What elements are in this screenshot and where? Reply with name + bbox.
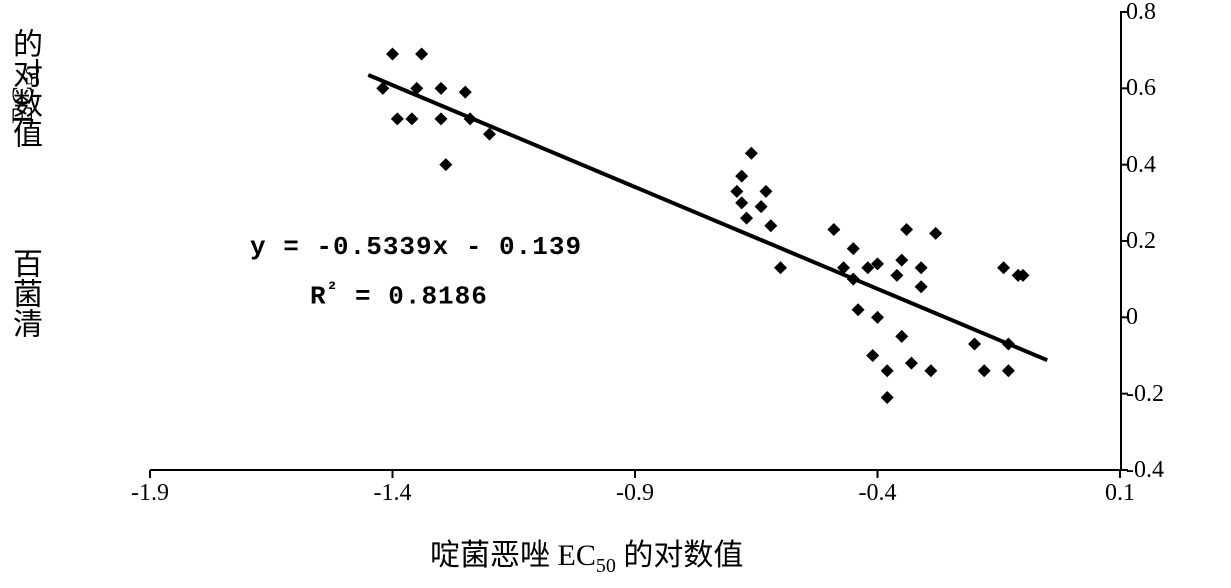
x-tick-label: -1.4 bbox=[363, 480, 423, 507]
data-point bbox=[735, 196, 748, 209]
data-point bbox=[435, 112, 448, 125]
data-point bbox=[847, 242, 860, 255]
data-point bbox=[915, 261, 928, 274]
data-point bbox=[881, 364, 894, 377]
x-tick-label: -0.9 bbox=[605, 480, 665, 507]
x-tick-label: 0.1 bbox=[1090, 480, 1150, 507]
y-tick-label: -0.2 bbox=[1126, 382, 1186, 406]
data-point bbox=[924, 364, 937, 377]
data-point bbox=[997, 261, 1010, 274]
data-point bbox=[459, 86, 472, 99]
data-point bbox=[745, 147, 758, 160]
data-point bbox=[895, 254, 908, 267]
data-point bbox=[900, 223, 913, 236]
data-point bbox=[405, 112, 418, 125]
data-point bbox=[827, 223, 840, 236]
regression-r: R² = 0.8186 bbox=[310, 280, 488, 312]
y-tick-label: 0.8 bbox=[1126, 0, 1186, 24]
data-point bbox=[740, 212, 753, 225]
data-point bbox=[890, 269, 903, 282]
data-point bbox=[759, 185, 772, 198]
x-tick-label: -0.4 bbox=[848, 480, 908, 507]
data-point bbox=[391, 112, 404, 125]
x-axis-label: 啶菌恶唑 EC50 的对数值 bbox=[430, 530, 743, 578]
data-point bbox=[435, 82, 448, 95]
scatter-chart: -1.9-1.4-0.9-0.40.1 -0.4-0.200.20.40.60.… bbox=[0, 0, 1231, 588]
y-tick-label: -0.4 bbox=[1126, 458, 1186, 482]
data-point bbox=[386, 47, 399, 60]
data-point bbox=[774, 261, 787, 274]
y-axis-label-part1: 百菌清 bbox=[6, 248, 40, 338]
data-point bbox=[915, 280, 928, 293]
data-point bbox=[439, 158, 452, 171]
data-point bbox=[968, 338, 981, 351]
data-point bbox=[929, 227, 942, 240]
regression-equation: y = -0.5339x - 0.139 bbox=[250, 232, 582, 262]
data-point bbox=[852, 303, 865, 316]
data-point bbox=[415, 47, 428, 60]
data-point bbox=[881, 391, 894, 404]
data-point bbox=[866, 349, 879, 362]
data-point bbox=[895, 330, 908, 343]
data-point bbox=[1002, 338, 1015, 351]
y-tick-label: 0.4 bbox=[1126, 153, 1186, 177]
data-point bbox=[905, 357, 918, 370]
data-point bbox=[1002, 364, 1015, 377]
y-tick-label: 0 bbox=[1126, 305, 1186, 329]
y-axis-label-part2: 的对数值 bbox=[6, 28, 40, 148]
data-point bbox=[755, 200, 768, 213]
x-tick-label: -1.9 bbox=[120, 480, 180, 507]
y-tick-label: 0.6 bbox=[1126, 76, 1186, 100]
data-point bbox=[978, 364, 991, 377]
y-tick-label: 0.2 bbox=[1126, 229, 1186, 253]
data-point bbox=[735, 170, 748, 183]
data-point bbox=[871, 311, 884, 324]
data-point bbox=[764, 219, 777, 232]
data-point bbox=[730, 185, 743, 198]
